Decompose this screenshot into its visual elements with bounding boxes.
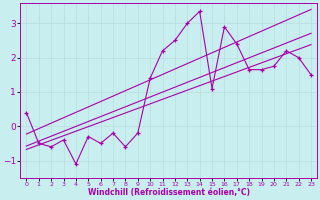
X-axis label: Windchill (Refroidissement éolien,°C): Windchill (Refroidissement éolien,°C) xyxy=(88,188,250,197)
